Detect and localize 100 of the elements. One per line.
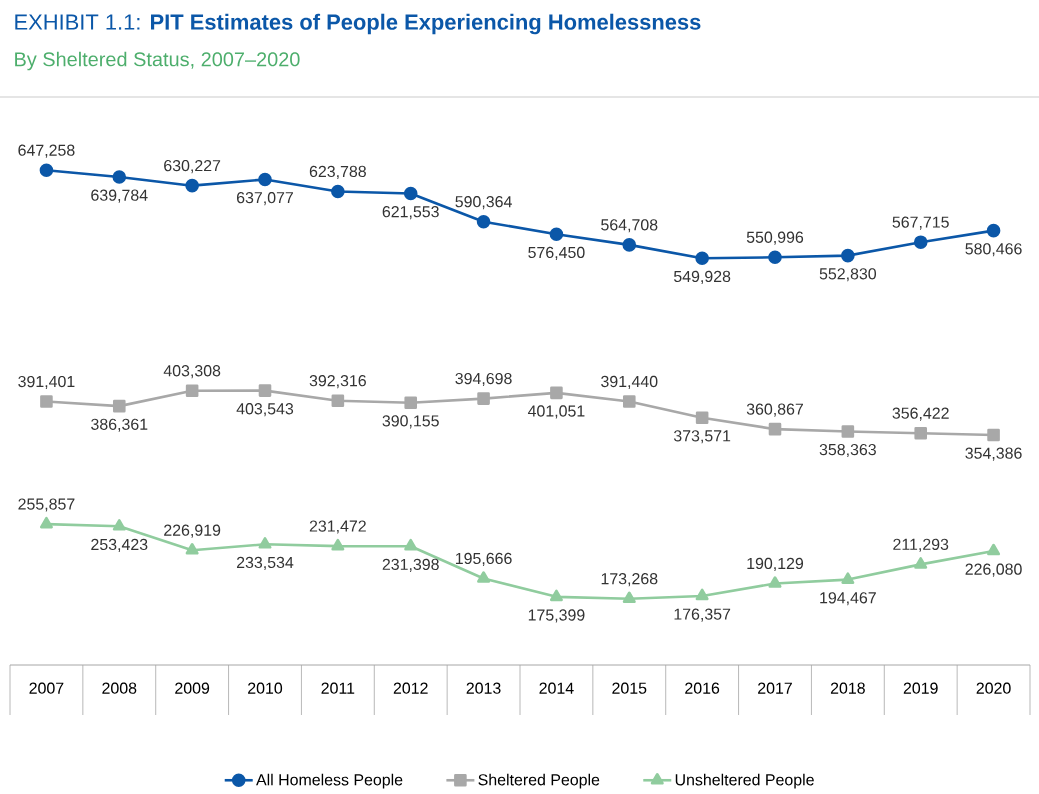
data-label: 360,867 (746, 403, 803, 417)
chart-subtitle: By Sheltered Status, 2007–2020 (15, 51, 300, 71)
data-label: 567,715 (892, 216, 949, 230)
data-label: 173,268 (601, 573, 658, 587)
data-label: 403,543 (236, 403, 294, 417)
x-tick-label: 2011 (321, 682, 355, 694)
x-tick-label: 2014 (539, 682, 574, 694)
data-label: 194,467 (820, 592, 876, 606)
data-label: 175,399 (528, 609, 585, 623)
point (622, 395, 636, 408)
data-label: 621,553 (382, 206, 439, 220)
data-label: 391,401 (18, 375, 75, 390)
point (549, 227, 564, 242)
data-label: 576,450 (528, 246, 585, 260)
point (695, 588, 709, 601)
legend-label: All Homeless People (256, 773, 403, 789)
chart-title: EXHIBIT 1.1: PIT Estimates of People Experiencing Homelessness (15, 13, 701, 35)
point (622, 238, 637, 252)
data-label: 637,077 (237, 192, 293, 206)
point (622, 591, 636, 604)
data-label: 390,155 (382, 415, 439, 429)
data-label: 647,258 (18, 144, 75, 158)
data-label: 195,666 (455, 552, 512, 566)
point (404, 538, 418, 551)
data-label: 231,398 (382, 558, 439, 572)
point (768, 422, 782, 436)
point (841, 572, 855, 584)
x-tick-label: 2017 (758, 682, 792, 694)
data-label: 226,080 (965, 563, 1022, 577)
data-label: 190,129 (747, 557, 804, 571)
point (39, 163, 54, 178)
point (550, 386, 563, 400)
x-tick-label: 2012 (393, 682, 428, 694)
point (112, 399, 126, 413)
data-label: 358,363 (819, 443, 876, 458)
point (695, 411, 709, 424)
x-tick-label: 2013 (466, 682, 501, 694)
point (39, 516, 53, 529)
x-tick-label: 2008 (102, 682, 137, 694)
point (40, 395, 53, 408)
data-label: 391,440 (601, 375, 658, 390)
x-tick-label: 2016 (685, 682, 720, 694)
x-tick-label: 2019 (903, 682, 938, 694)
point (331, 538, 345, 551)
data-label: 401,051 (527, 405, 585, 419)
point (185, 542, 199, 555)
data-label: 226,919 (164, 524, 221, 538)
data-label: 386,361 (91, 418, 148, 432)
data-label: 550,996 (746, 231, 804, 245)
data-label: 394,698 (455, 372, 512, 387)
data-label: 552,830 (819, 268, 877, 282)
point (185, 384, 199, 398)
x-tick-label: 2015 (612, 682, 647, 694)
point (404, 396, 418, 409)
data-label: 255,857 (18, 498, 75, 512)
data-label: 356,422 (892, 407, 949, 421)
data-label: 403,308 (163, 365, 221, 379)
point (695, 251, 709, 266)
x-tick-label: 2020 (976, 682, 1011, 694)
point (768, 576, 782, 588)
legend-label: Unsheltered People (675, 773, 814, 789)
point (476, 214, 491, 229)
point (185, 178, 199, 193)
point (258, 536, 272, 549)
point (403, 186, 418, 201)
data-label: 590,364 (455, 196, 512, 210)
data-label: 176,357 (674, 608, 731, 622)
point (841, 425, 855, 438)
point (331, 184, 345, 199)
point (768, 250, 782, 265)
point (913, 235, 928, 249)
data-label: 549,928 (673, 270, 731, 284)
point (914, 557, 928, 569)
data-label: 623,788 (309, 165, 366, 179)
data-label: 580,466 (965, 243, 1022, 257)
x-tick-label: 2007 (29, 682, 64, 694)
point (987, 428, 1000, 442)
data-label: 564,708 (601, 219, 658, 233)
x-tick-label: 2009 (175, 682, 210, 694)
data-label: 231,472 (309, 520, 366, 534)
point (477, 392, 490, 405)
point (258, 172, 272, 187)
data-label: 639,784 (91, 189, 148, 203)
data-label: 211,293 (893, 538, 949, 552)
point (841, 248, 855, 263)
data-label: 392,316 (309, 375, 366, 389)
data-label: 233,534 (236, 556, 294, 570)
point (986, 223, 1001, 238)
legend-label: Sheltered People (478, 773, 600, 789)
point (549, 589, 563, 602)
data-label: 354,386 (965, 447, 1022, 461)
data-label: 373,571 (673, 430, 731, 444)
point (112, 519, 126, 531)
point (914, 426, 928, 440)
point (987, 543, 1001, 556)
x-tick-label: 2010 (248, 682, 283, 694)
data-label: 630,227 (164, 159, 221, 174)
data-label: 253,423 (91, 538, 148, 552)
point (477, 571, 491, 583)
x-tick-label: 2018 (830, 682, 865, 694)
